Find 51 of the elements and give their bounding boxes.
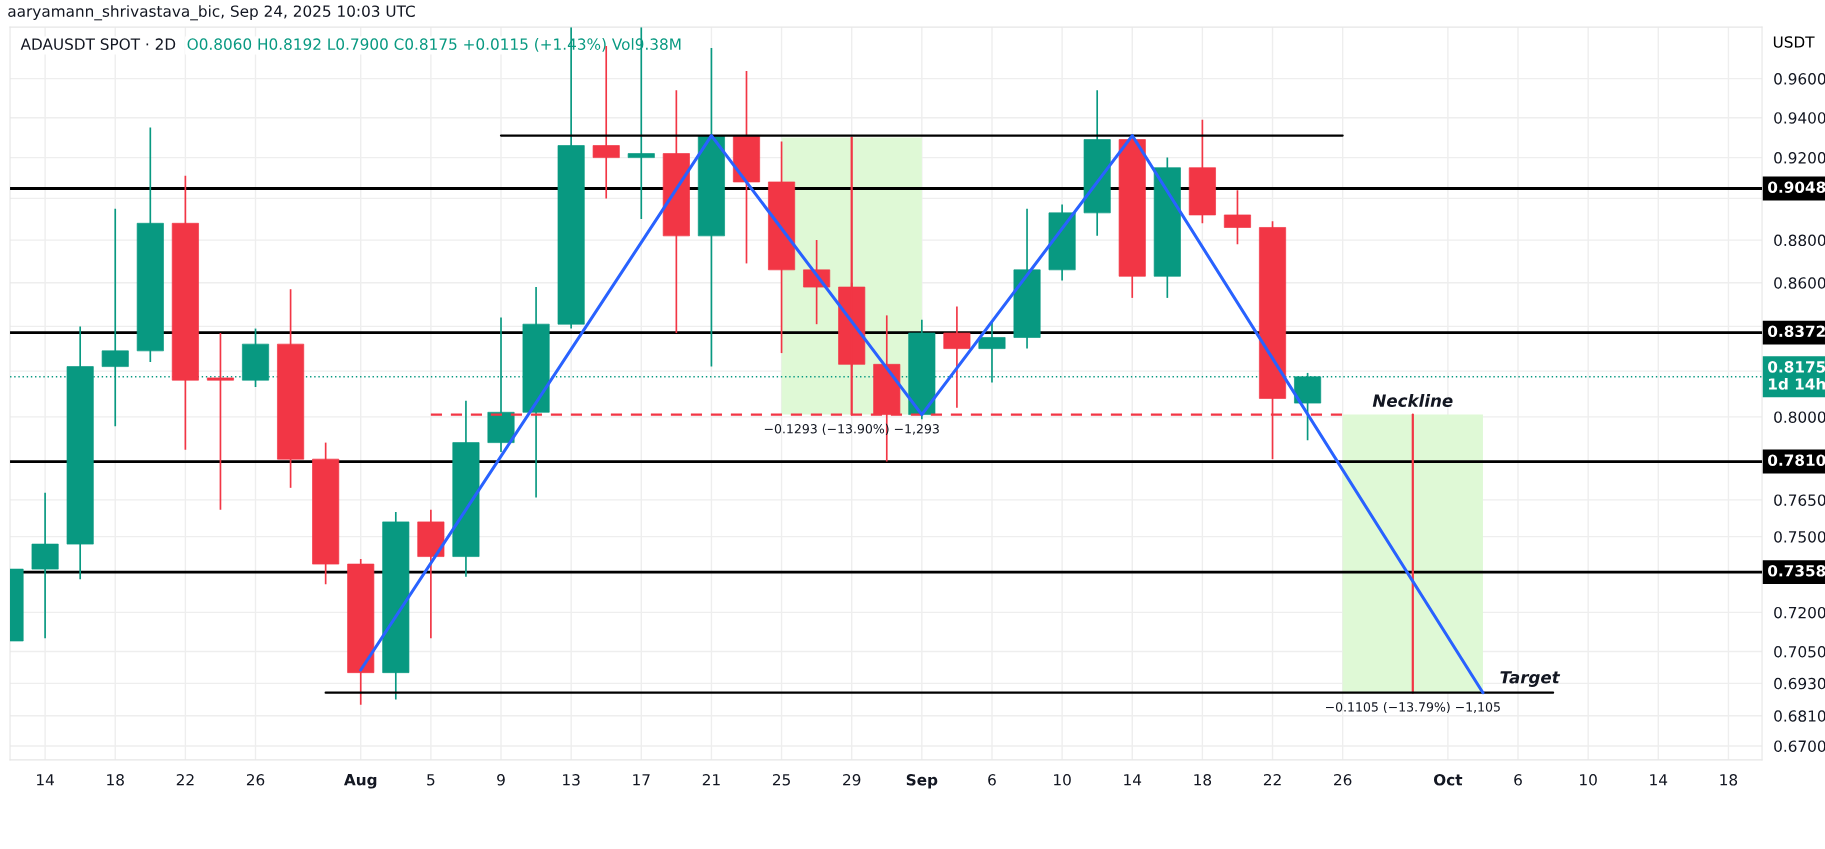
line-series: [359, 134, 1485, 695]
y-tick-label: 0.9400: [1774, 112, 1825, 124]
x-tick-label: Oct: [1433, 774, 1463, 786]
x-tick-label: 10: [1054, 774, 1071, 786]
x-tick-label: 17: [633, 774, 650, 786]
y-tick-label: 0.9600: [1774, 73, 1825, 85]
candlestick: [206, 332, 234, 511]
x-tick-label: 14: [1124, 774, 1142, 786]
candlestick: [101, 207, 129, 428]
x-tick-label: 18: [1720, 774, 1738, 786]
x-tick-label: 6: [1514, 774, 1522, 786]
x-tick-label: 25: [772, 774, 790, 786]
ref-line-label: 0.7358: [1768, 565, 1825, 577]
x-tick-label: 26: [246, 774, 265, 786]
x-tick-label: 26: [1334, 774, 1352, 786]
ref-line-label: 0.8175 1d 14h: [1768, 361, 1825, 390]
x-tick-label: 6: [988, 774, 996, 786]
x-tick-label: 21: [702, 774, 720, 786]
x-tick-label: Sep: [906, 774, 938, 789]
x-tick-label: 9: [497, 774, 505, 786]
y-tick-label: 0.6700: [1774, 740, 1825, 752]
y-tick-label: 0.8000: [1774, 411, 1825, 423]
y-tick-label: 0.6930: [1774, 677, 1825, 690]
x-tick-label: 13: [563, 774, 580, 786]
x-tick-label: 22: [176, 774, 194, 786]
ref-line-label: 0.8372: [1768, 325, 1825, 338]
x-tick-label: 29: [843, 774, 861, 786]
y-tick-label: 0.9200: [1774, 152, 1825, 164]
y-tick-label: 0.7050: [1774, 645, 1825, 658]
y-tick-label: 0.7500: [1774, 531, 1825, 543]
annotation: Target: [1500, 671, 1561, 687]
x-tick-label: 5: [427, 774, 435, 786]
ref-line-label: 0.9048: [1768, 181, 1825, 193]
x-tick-label: 14: [1650, 774, 1668, 786]
x-tick-label: 22: [1263, 774, 1281, 786]
y-tick-label: 0.8800: [1774, 234, 1825, 247]
x-tick-label: 18: [107, 774, 124, 786]
x-tick-label: 14: [37, 774, 54, 786]
annotation: −0.1105 (−13.79%) −1,105: [1325, 701, 1500, 714]
text: ADAUSDT SPOT · 2D: [20, 38, 176, 50]
y-tick-label: 0.7200: [1774, 606, 1825, 619]
y-tick-label: 0.6810: [1774, 710, 1825, 722]
text: aaryamann_shrivastava_bic, Sep 24, 2025 10:03 UTC: [8, 5, 415, 21]
x-tick-label: 18: [1194, 774, 1212, 786]
y-tick-label: 0.7650: [1774, 494, 1825, 506]
y-tick-label: 0.8600: [1774, 277, 1825, 289]
y-axis-title: USDT: [1773, 36, 1815, 48]
x-tick-label: 10: [1580, 774, 1597, 786]
annotation: Neckline: [1372, 394, 1453, 407]
ref-line-label: 0.7810: [1768, 454, 1825, 466]
x-tick-label: Aug: [343, 774, 377, 789]
